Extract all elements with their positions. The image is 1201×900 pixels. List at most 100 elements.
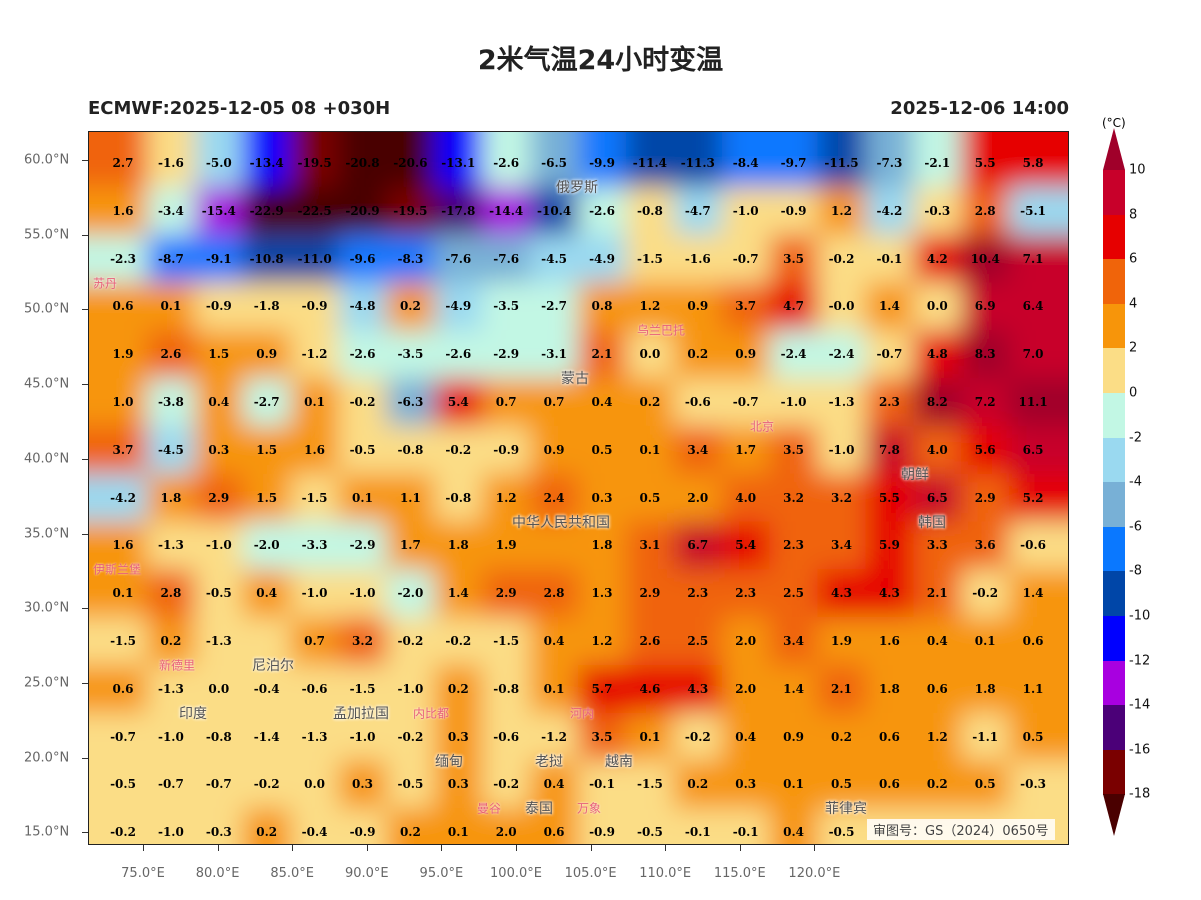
grid-value-label: 5.4 [735,538,757,553]
temperature-cell [434,378,484,427]
grid-value-label: -0.8 [445,490,472,505]
grid-value-label: 0.2 [926,777,948,792]
grid-value-label: 8.3 [974,347,996,362]
grid-value-label: -0.9 [493,442,520,457]
grid-value-label: -1.0 [732,203,759,218]
grid-value-label: -7.3 [876,156,903,170]
grid-value-label: 0.4 [926,634,948,648]
temperature-cell [721,569,771,619]
grid-value-label: 0.4 [735,729,757,744]
grid-value-label: 3.7 [112,442,134,457]
temperature-cell [961,132,1011,188]
longitude-tick-label: 110.0°E [639,866,692,881]
temperature-cell [338,234,388,284]
grid-value-label: -2.0 [253,538,280,553]
grid-value-label: -0.5 [828,825,855,840]
temperature-cell [434,712,484,762]
latitude-tick-label: 30.0°N [24,600,70,616]
temperature-cell [386,425,436,475]
grid-value-label: 1.4 [447,586,469,601]
grid-value-label: 0.7 [495,395,517,409]
colorbar-segment [1103,170,1125,216]
temperature-cell [721,378,771,427]
temperature-cell [242,378,292,427]
grid-value-label: 0.9 [687,299,709,314]
grid-value-label: -4.7 [684,203,711,218]
temperature-cell [338,378,388,427]
grid-value-label: 10.4 [970,251,1000,266]
temperature-cell [625,425,675,475]
temperature-cell [913,760,963,810]
grid-value-label: 0.4 [543,777,565,792]
grid-value-label: -1.0 [828,442,855,457]
chart-title: 2米气温24小时变温 [477,45,724,76]
temperature-cell [769,569,819,619]
grid-value-label: -3.5 [493,299,520,314]
temperature-cell [530,617,580,666]
latitude-tick-label: 45.0°N [24,376,70,392]
grid-value-label: -2.9 [349,538,376,553]
temperature-cell [338,521,388,571]
temperature-cell [89,378,148,427]
country-label: 泰国 [525,801,553,817]
grid-value-label: 2.3 [687,586,709,601]
grid-value-label: -5.1 [1020,203,1047,218]
colorbar-level-label: 4 [1129,296,1138,312]
grid-value-label: 2.7 [112,156,134,170]
colorbar-segment [1103,616,1125,662]
grid-value-label: -1.5 [636,251,663,266]
temperature-cell [961,378,1011,427]
grid-value-label: -1.8 [253,299,280,314]
temperature-cell [913,425,963,475]
temperature-cell [194,378,244,427]
grid-value-label: 5.9 [878,538,900,553]
temperature-cell [290,330,340,380]
grid-value-label: 0.2 [447,681,469,696]
temperature-cell [290,282,340,332]
temperature-cell [673,132,723,188]
grid-value-label: 0.1 [543,681,565,696]
temperature-cell [242,617,292,666]
temperature-cell [625,234,675,284]
temperature-cell [769,760,819,810]
grid-value-label: -11.5 [824,156,859,170]
grid-value-label: 0.9 [256,347,278,362]
grid-value-label: -1.5 [110,634,136,648]
grid-value-label: -0.2 [349,395,376,409]
temperature-cell [146,760,196,810]
grid-value-label: -8.4 [732,156,759,170]
grid-value-label: -22.9 [249,203,284,218]
grid-value-label: 2.1 [926,586,948,601]
temperature-cell [242,132,292,188]
grid-value-label: -0.3 [924,203,951,218]
temperature-cell [817,282,867,332]
temperature-cell [578,473,627,523]
temperature-cell [817,521,867,571]
grid-value-label: -3.3 [301,538,328,553]
colorbar-segment [1103,660,1125,706]
temperature-cell [146,425,196,475]
temperature-cell [482,330,532,380]
temperature-cell [290,664,340,714]
temperature-cell [817,425,867,475]
colorbar-upper-extension [1103,128,1125,170]
longitude-tick-mark [292,845,294,851]
temperature-cell [338,132,388,188]
grid-value-label: 3.4 [687,442,709,457]
colorbar-level-label: 0 [1129,385,1138,401]
grid-value-label: 2.1 [591,347,613,362]
grid-value-label: 0.2 [831,729,852,744]
country-label: 越南 [605,754,633,770]
longitude-tick-mark [590,845,592,851]
temperature-cell [434,760,484,810]
grid-value-label: -9.7 [780,156,807,170]
grid-value-label: -3.5 [397,347,424,362]
temperature-cell [434,521,484,571]
grid-value-label: 3.5 [591,729,613,744]
grid-value-label: -1.6 [684,251,711,266]
grid-value-label: -0.6 [684,395,711,409]
temperature-cell [482,521,532,571]
grid-value-label: 0.6 [926,681,948,696]
latitude-tick-mark [82,533,88,535]
grid-value-label: -4.8 [349,299,376,314]
